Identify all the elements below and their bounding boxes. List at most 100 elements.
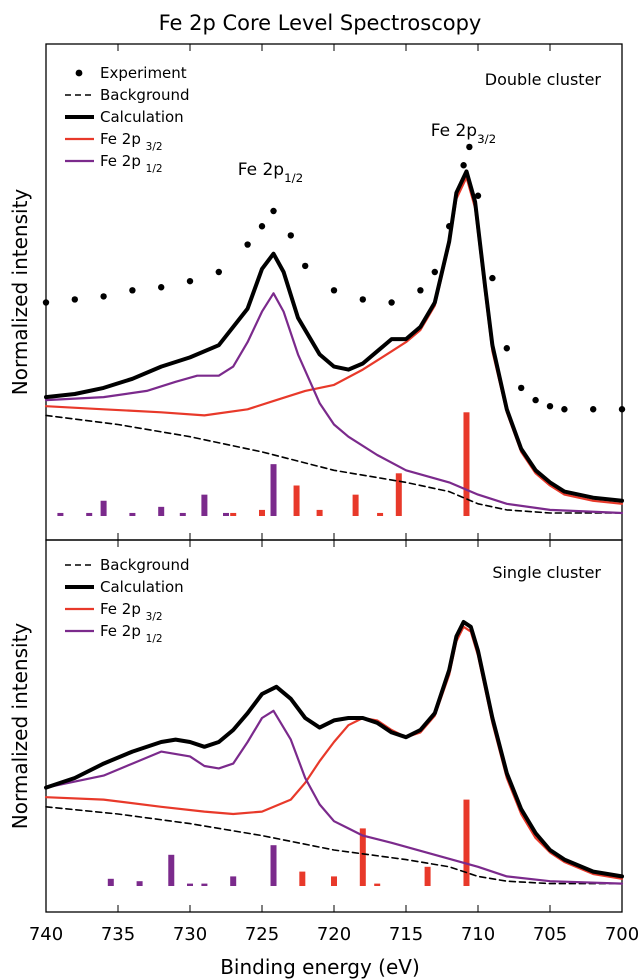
experiment-point (129, 287, 136, 294)
experiment-point (518, 384, 525, 392)
panel-label: Single cluster (492, 563, 601, 582)
peak-label: Fe 2p3/2 (431, 121, 496, 146)
legend-label: Fe 2p 1/2 (100, 622, 163, 645)
single-cluster-panel: Normalized intensity Single cluster Backgr… (8, 539, 624, 913)
stick-fe2p12 (187, 883, 193, 886)
label-subscript: 3/2 (146, 611, 163, 623)
stick-fe2p32 (374, 883, 381, 886)
background-line (45, 414, 623, 514)
x-axis-label: Binding energy (eV) (220, 955, 420, 979)
experiment-point (359, 296, 366, 303)
x-tick-label: 700 (605, 924, 639, 945)
calculation-line (44, 169, 624, 503)
stick-fe2p12 (136, 881, 143, 886)
stick-fe2p32 (293, 485, 300, 516)
label-main: Fe 2p (100, 152, 146, 170)
peak-label: Fe 2p1/2 (238, 160, 303, 185)
x-tick-label: 720 (317, 924, 351, 945)
stick-fe2p12 (107, 878, 114, 886)
x-tick-label: 710 (461, 924, 495, 945)
stick-fe2p32 (395, 473, 402, 516)
stick-fe2p12 (57, 512, 64, 516)
experiment-point (417, 287, 424, 294)
experiment-point (503, 345, 510, 352)
stick-fe2p12 (158, 506, 165, 516)
label-subscript: 3/2 (146, 141, 163, 153)
label-main: Fe 2p (100, 130, 146, 148)
experiment-point (431, 268, 438, 276)
experiment-point (330, 287, 338, 294)
stick-fe2p32 (299, 871, 306, 886)
experiment-point (532, 396, 539, 404)
stick-fe2p32 (230, 512, 237, 516)
experiment-point (258, 223, 266, 230)
background-line (45, 806, 623, 885)
experiment-point (388, 299, 395, 306)
stick-fe2p12 (100, 500, 107, 516)
experiment-point (42, 299, 50, 306)
stick-fe2p12 (179, 512, 186, 516)
experiment-point (489, 274, 496, 282)
stick-fe2p12 (129, 512, 136, 516)
y-axis-label: Normalized intensity (8, 189, 32, 396)
legend-label: Background (100, 556, 190, 574)
label-main: Fe 2p (238, 160, 284, 180)
experiment-point (71, 296, 79, 303)
stick-fe2p32 (424, 866, 431, 886)
stick-fe2p12 (223, 512, 229, 516)
experiment-point (546, 403, 554, 410)
label-subscript: 1/2 (146, 163, 163, 175)
experiment-point (186, 277, 194, 285)
panel-label: Double cluster (485, 70, 602, 89)
experiment-point (590, 406, 597, 413)
stick-fe2p12 (270, 845, 277, 886)
stick-fe2p12 (230, 876, 237, 886)
figure-title: Fe 2p Core Level Spectroscopy (159, 11, 482, 35)
stick-fe2p32 (359, 828, 366, 886)
experiment-point (446, 223, 453, 230)
label-subscript: 1/2 (146, 633, 163, 645)
stick-fe2p12 (201, 883, 208, 886)
y-axis-label: Normalized intensity (8, 623, 32, 830)
x-tick-label: 730 (173, 924, 207, 945)
label-main: Fe 2p (431, 121, 477, 141)
stick-fe2p32 (352, 494, 359, 516)
fe2p12-line (44, 292, 624, 515)
stick-fe2p32 (259, 509, 265, 516)
label-main: Fe 2p (100, 622, 146, 640)
stick-fe2p12 (201, 494, 208, 516)
stick-fe2p12 (168, 854, 175, 886)
stick-fe2p32 (463, 412, 470, 516)
experiment-point (466, 143, 473, 151)
label-subscript: 1/2 (284, 171, 303, 185)
calculation-line (44, 620, 624, 879)
x-tick-label: 735 (101, 924, 135, 945)
x-tick-label: 715 (389, 924, 423, 945)
legend-marker (75, 69, 83, 77)
stick-fe2p32 (316, 509, 323, 516)
legend-label: Background (100, 86, 190, 104)
stick-fe2p12 (270, 464, 277, 516)
experiment-point (244, 241, 251, 248)
legend-label: Fe 2p 1/2 (100, 152, 163, 175)
legend-label: Fe 2p 3/2 (100, 130, 163, 153)
legend-label: Calculation (100, 578, 184, 596)
experiment-point (302, 262, 309, 270)
stick-fe2p12 (86, 512, 93, 516)
label-subscript: 3/2 (477, 132, 496, 146)
legend-label: Fe 2p 3/2 (100, 600, 163, 623)
legend-label: Calculation (100, 108, 184, 126)
stick-fe2p32 (463, 799, 470, 886)
label-main: Fe 2p (100, 600, 146, 618)
experiment-point (270, 207, 277, 215)
fe2p32-line (44, 176, 624, 505)
experiment-point (618, 406, 626, 413)
experiment-point (460, 162, 467, 169)
stick-fe2p32 (331, 876, 337, 886)
experiment-point (287, 232, 294, 239)
experiment-point (561, 406, 568, 413)
experiment-points (42, 143, 626, 413)
legend: Experiment Background Calculation Fe 2p 3/2… (65, 64, 190, 175)
stick-fe2p32 (377, 512, 384, 516)
